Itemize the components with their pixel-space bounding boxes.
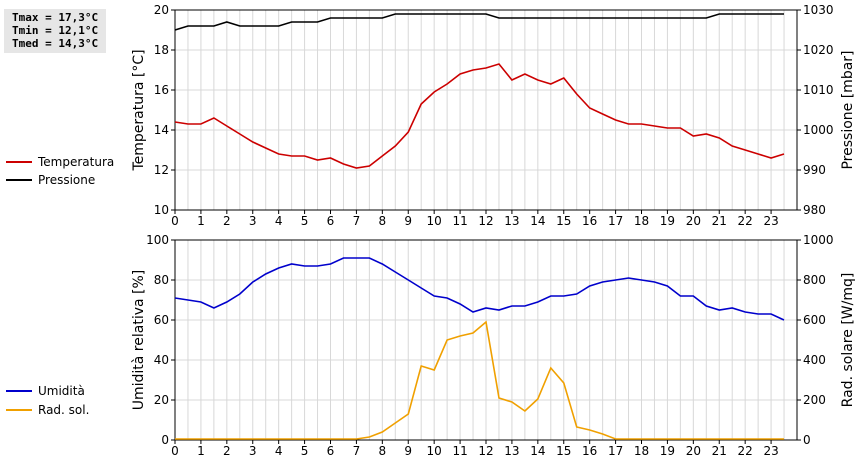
legend-swatch (6, 390, 32, 392)
legend-label: Pressione (38, 173, 96, 187)
y-tick-label: 10 (154, 203, 169, 217)
y-tick-label: 16 (154, 83, 169, 97)
x-tick-label: 14 (530, 214, 545, 228)
y-tick-label: 20 (154, 393, 169, 407)
x-tick-label: 9 (404, 214, 412, 228)
x-tick-label: 1 (197, 214, 205, 228)
y-tick-label: 12 (154, 163, 169, 177)
x-tick-label: 13 (504, 444, 519, 458)
x-tick-label: 10 (427, 214, 442, 228)
y2-tick-label: 1000 (803, 123, 834, 137)
x-tick-label: 9 (404, 444, 412, 458)
stats-box: Tmax = 17,3°C Tmin = 12,1°C Tmed = 14,3°… (4, 9, 106, 53)
y-tick-label: 0 (161, 433, 169, 447)
x-tick-label: 1 (197, 444, 205, 458)
x-tick-label: 5 (301, 444, 309, 458)
x-tick-label: 0 (171, 444, 179, 458)
x-tick-label: 17 (608, 444, 623, 458)
x-tick-label: 3 (249, 444, 257, 458)
y-tick-label: 80 (154, 273, 169, 287)
x-tick-label: 4 (275, 444, 283, 458)
y2-tick-label: 400 (803, 353, 826, 367)
legend-label: Temperatura (38, 155, 115, 169)
x-tick-label: 14 (530, 444, 545, 458)
x-tick-label: 6 (327, 214, 335, 228)
y2-tick-label: 1020 (803, 43, 834, 57)
x-tick-label: 21 (712, 214, 727, 228)
legend-swatch (6, 179, 32, 181)
legend-swatch (6, 161, 32, 163)
legend-pressione: Pressione (6, 172, 95, 188)
y-tick-label: 18 (154, 43, 169, 57)
y2-tick-label: 1030 (803, 3, 834, 17)
x-tick-label: 8 (379, 444, 387, 458)
x-tick-label: 21 (712, 444, 727, 458)
x-tick-label: 16 (582, 444, 597, 458)
x-tick-label: 5 (301, 214, 309, 228)
legend-rad-sol: Rad. sol. (6, 402, 89, 418)
y2-tick-label: 800 (803, 273, 826, 287)
x-tick-label: 23 (763, 214, 778, 228)
x-tick-label: 22 (738, 444, 753, 458)
legend-temperatura: Temperatura (6, 154, 114, 170)
x-tick-label: 6 (327, 444, 335, 458)
y-axis-label: Temperatura [°C] (131, 49, 147, 171)
x-tick-label: 19 (660, 214, 675, 228)
x-tick-label: 12 (478, 214, 493, 228)
y2-axis-label: Pressione [mbar] (840, 50, 856, 169)
y-tick-label: 14 (154, 123, 169, 137)
x-tick-label: 2 (223, 444, 231, 458)
x-tick-label: 2 (223, 214, 231, 228)
y2-tick-label: 1010 (803, 83, 834, 97)
y-tick-label: 60 (154, 313, 169, 327)
series-line-umidit (174, 257, 785, 321)
legend-label: Rad. sol. (38, 403, 90, 417)
x-tick-label: 22 (738, 214, 753, 228)
x-tick-label: 7 (353, 214, 361, 228)
x-tick-label: 19 (660, 444, 675, 458)
x-tick-label: 4 (275, 214, 283, 228)
x-tick-label: 18 (634, 444, 649, 458)
legend-swatch (6, 409, 32, 411)
y-tick-label: 20 (154, 3, 169, 17)
tmin-text: Tmin = 12,1°C (12, 24, 99, 37)
series-line-temperatura (174, 63, 785, 169)
series-line-pressione (174, 13, 784, 31)
y-axis-label: Umidità relativa [%] (131, 270, 147, 411)
y-tick-label: 100 (146, 233, 169, 247)
x-tick-label: 15 (556, 444, 571, 458)
y2-tick-label: 980 (803, 203, 826, 217)
legend-umidita: Umidità (6, 383, 85, 399)
y2-tick-label: 0 (803, 433, 811, 447)
y2-tick-label: 600 (803, 313, 826, 327)
x-tick-label: 20 (686, 214, 701, 228)
y2-axis-label: Rad. solare [W/mq] (840, 273, 856, 408)
chart-panel-1: 0 1 2 3 4 5 6 7 8 9 10 11 12 13 14 15 16 17 18 19 20 21 22 2302… (131, 233, 856, 458)
x-tick-label: 23 (763, 444, 778, 458)
x-tick-label: 11 (452, 214, 467, 228)
x-tick-label: 11 (452, 444, 467, 458)
y2-tick-label: 200 (803, 393, 826, 407)
x-tick-label: 0 (171, 214, 179, 228)
tmax-text: Tmax = 17,3°C (12, 11, 99, 24)
x-tick-label: 10 (427, 444, 442, 458)
y2-tick-label: 1000 (803, 233, 834, 247)
y-tick-label: 40 (154, 353, 169, 367)
x-tick-label: 15 (556, 214, 571, 228)
x-tick-label: 20 (686, 444, 701, 458)
x-tick-label: 16 (582, 214, 597, 228)
x-tick-label: 7 (353, 444, 361, 458)
x-tick-label: 17 (608, 214, 623, 228)
chart-panel-0: 0 1 2 3 4 5 6 7 8 9 10 11 12 13 14 15 16 17 18 19 20 21 22 2310… (131, 3, 856, 228)
x-tick-label: 3 (249, 214, 257, 228)
series-line-rad-sol (175, 320, 784, 440)
y2-tick-label: 990 (803, 163, 826, 177)
tmed-text: Tmed = 14,3°C (12, 37, 99, 50)
x-tick-label: 12 (478, 444, 493, 458)
x-tick-label: 13 (504, 214, 519, 228)
legend-label: Umidità (38, 384, 85, 398)
x-tick-label: 18 (634, 214, 649, 228)
x-tick-label: 8 (379, 214, 387, 228)
